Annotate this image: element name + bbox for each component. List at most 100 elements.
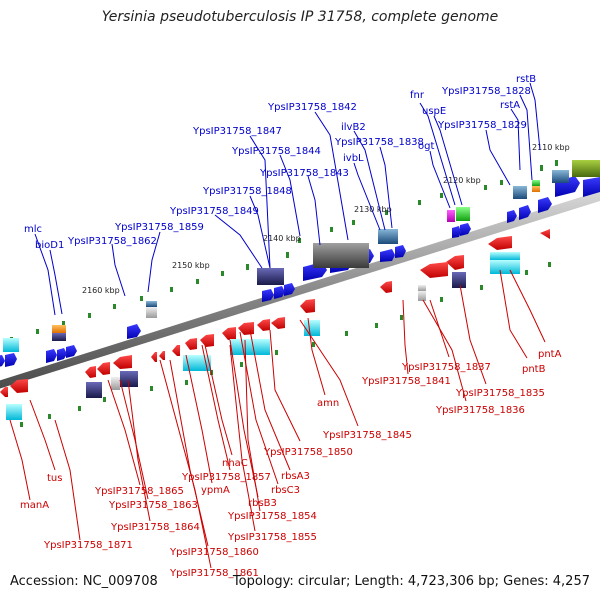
forward-gene (583, 177, 600, 197)
forward-gene-labels: rstB YpsIP31758_1828 rstA fnr uspE YpsIP… (24, 74, 536, 251)
gene-label: ivbL (343, 153, 364, 164)
gene-label: YpsIP31758_1838 (334, 137, 424, 148)
forward-gene (519, 205, 531, 220)
gene-label: amn (317, 398, 339, 409)
forward-gene (66, 345, 77, 358)
reverse-gene (271, 317, 285, 329)
forward-gene (46, 349, 57, 363)
gene-label: ypmA (201, 485, 230, 496)
gene-label: pntA (538, 349, 562, 360)
gene-label: YpsIP31758_1859 (114, 222, 204, 233)
forward-gene (127, 324, 141, 339)
gene-label: YpsIP31758_1842 (267, 102, 357, 113)
forward-gene (538, 197, 552, 213)
reverse-gene (257, 319, 270, 331)
scale-ticks (10, 160, 558, 427)
forward-colored-boxes (3, 160, 600, 352)
reverse-gene (300, 299, 315, 313)
forward-gene (380, 249, 395, 262)
reverse-gene (97, 362, 110, 375)
reverse-gene (159, 351, 165, 360)
gene-label: rstA (500, 100, 520, 111)
genome-backbone (0, 191, 600, 389)
reverse-gene (420, 262, 448, 278)
gene-label: tus (47, 473, 62, 484)
gene-label: YpsIP31758_1837 (401, 362, 491, 373)
gene-label: YpsIP31758_1860 (169, 547, 259, 558)
gene-label: bioD1 (35, 240, 64, 251)
reverse-gene (222, 327, 236, 340)
gene-label: YpsIP31758_1847 (192, 126, 282, 137)
gene-label: YpsIP31758_1836 (435, 405, 525, 416)
gene-label: fnr (410, 90, 425, 101)
kbp-label-2160: 2160 kbp (82, 286, 120, 295)
reverse-gene (488, 236, 512, 250)
gene-label: YpsIP31758_1863 (108, 500, 198, 511)
forward-gene (452, 226, 461, 238)
gene-label: YpsIP31758_1848 (202, 186, 292, 197)
reverse-genes (0, 229, 550, 397)
forward-gene (507, 210, 517, 223)
kbp-label-2130: 2130 kbp (354, 205, 392, 214)
kbp-label-2110: 2110 kbp (532, 143, 570, 152)
gene-label: YpsIP31758_1861 (169, 568, 259, 579)
map-title: Yersinia pseudotuberculosis IP 31758, co… (101, 9, 499, 25)
reverse-gene (446, 255, 464, 270)
forward-gene (0, 355, 5, 367)
reverse-gene-labels: pntA pntB YpsIP31758_1837 YpsIP31758_183… (20, 349, 562, 579)
gene-label: YpsIP31758_1828 (441, 86, 531, 97)
reverse-gene (151, 352, 157, 362)
gene-label: YpsIP31758_1849 (169, 206, 259, 217)
gene-label: YpsIP31758_1845 (322, 430, 412, 441)
forward-gene (460, 223, 471, 236)
kbp-label-2150: 2150 kbp (172, 261, 210, 270)
gene-label: YpsIP31758_1854 (227, 511, 317, 522)
genome-summary-text: Topology: circular; Length: 4,723,306 bp… (232, 574, 590, 589)
gene-label: YpsIP31758_1864 (110, 522, 200, 533)
reverse-colored-boxes (6, 252, 520, 420)
gene-label: YpsIP31758_1835 (455, 388, 545, 399)
gene-label: YpsIP31758_1829 (437, 120, 527, 131)
reverse-gene (85, 366, 96, 378)
accession-text: Accession: NC_009708 (10, 574, 158, 589)
forward-leader-lines (34, 82, 541, 316)
gene-label: YpsIP31758_1855 (227, 532, 317, 543)
gene-label: YpsIP31758_1871 (43, 540, 133, 551)
gene-label: rbsC3 (271, 485, 300, 496)
gene-label: manA (20, 500, 49, 511)
gene-label: pntB (522, 364, 546, 375)
kbp-label-2120: 2120 kbp (443, 176, 481, 185)
gene-label: nhaC (222, 458, 248, 469)
reverse-gene (172, 345, 180, 356)
gene-label: ogt (418, 141, 434, 152)
forward-gene (284, 283, 295, 296)
reverse-gene (380, 281, 392, 293)
reverse-gene (200, 334, 214, 347)
gene-label: rbsB3 (248, 498, 277, 509)
gene-label: YpsIP31758_1843 (259, 168, 349, 179)
reverse-leader-lines (9, 269, 546, 569)
gene-label: YpsIP31758_1865 (94, 486, 184, 497)
kbp-label-2140: 2140 kbp (263, 234, 301, 243)
gene-label: ilvB2 (341, 122, 366, 133)
gene-label: mlc (24, 224, 42, 235)
gene-label: YpsIP31758_1850 (263, 447, 353, 458)
gene-label: rstB (516, 74, 536, 85)
reverse-gene (113, 355, 132, 369)
gene-label: YpsIP31758_1844 (231, 146, 321, 157)
forward-gene (274, 286, 285, 299)
gene-label: YpsIP31758_1841 (361, 376, 451, 387)
reverse-gene (10, 379, 28, 393)
forward-gene (262, 289, 274, 302)
gene-label: YpsIP31758_1862 (67, 236, 157, 247)
reverse-gene (185, 338, 197, 350)
forward-gene (57, 348, 67, 361)
reverse-gene (0, 387, 8, 397)
reverse-gene (540, 229, 550, 239)
gene-label: uspE (422, 106, 446, 117)
forward-gene (5, 353, 17, 367)
forward-genes (0, 176, 600, 367)
forward-gene (395, 245, 406, 258)
gene-label: rbsA3 (281, 471, 310, 482)
